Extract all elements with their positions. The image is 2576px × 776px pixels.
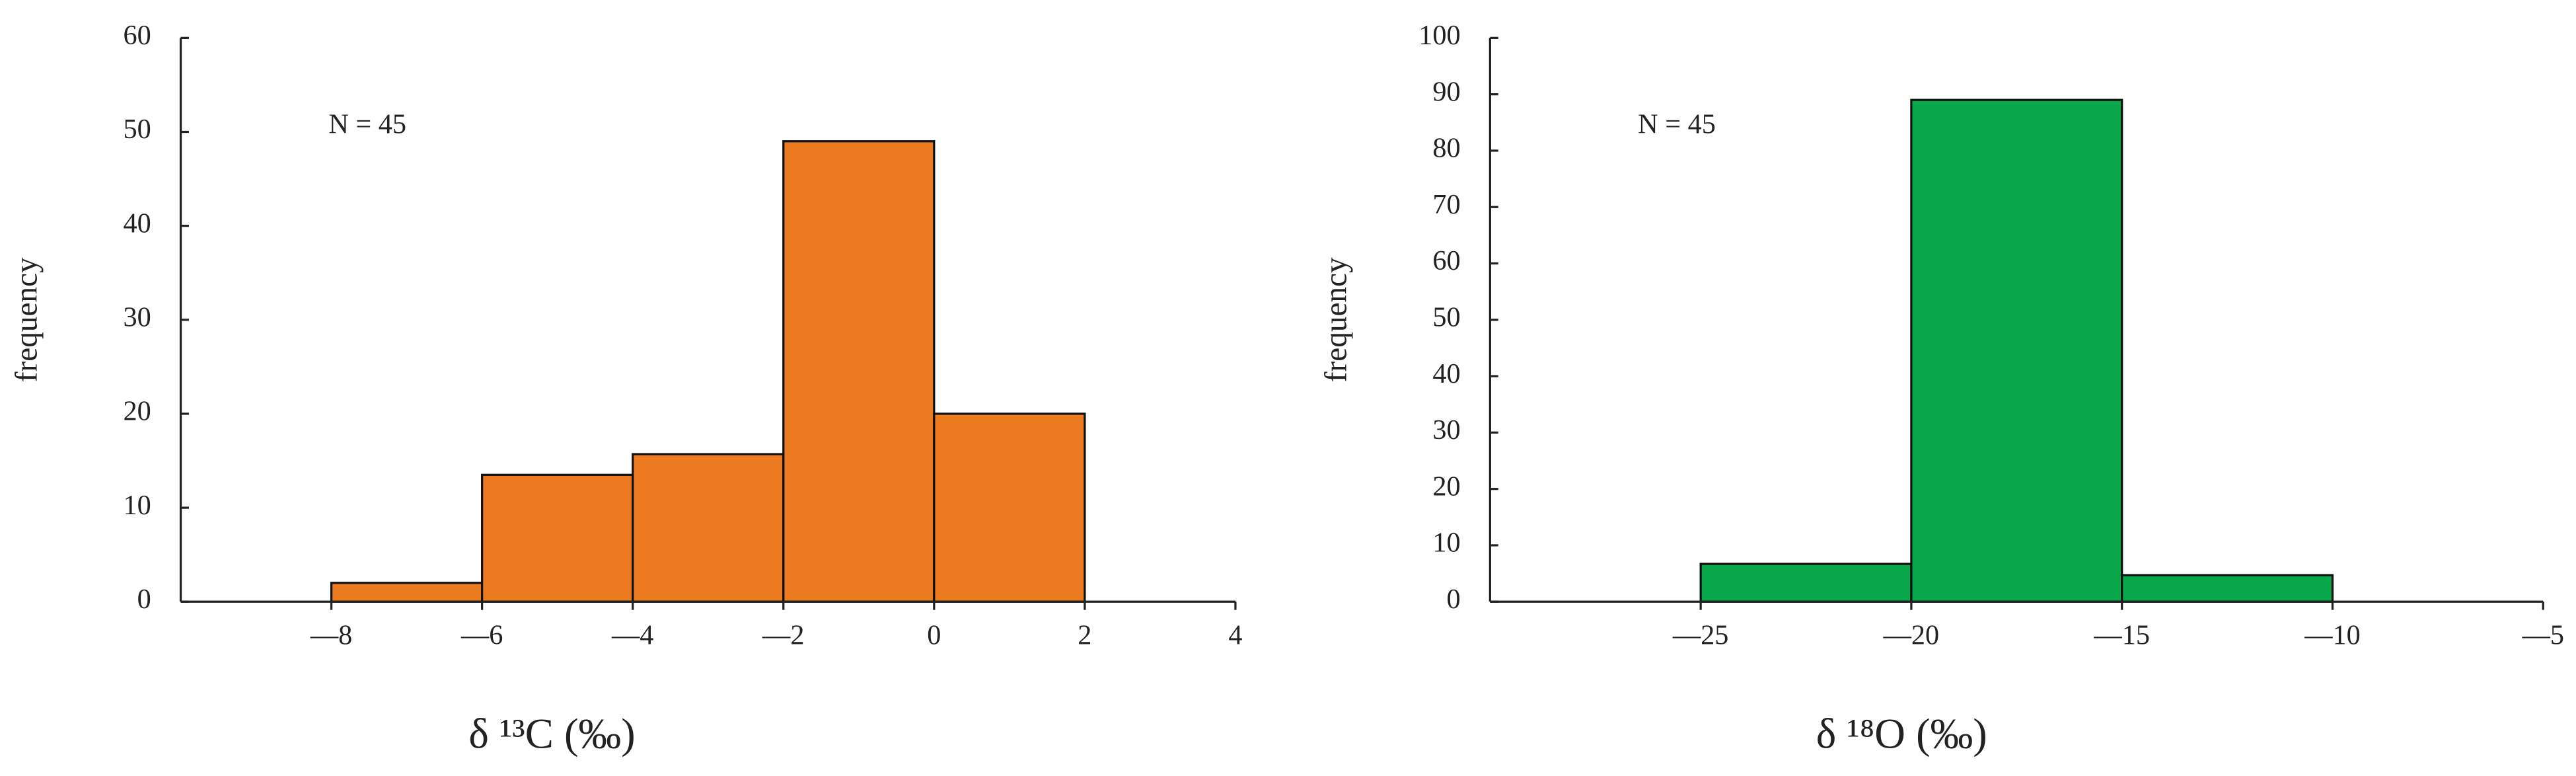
- histogram-bar: [1699, 563, 1913, 603]
- y-tick-label: 70: [1432, 189, 1460, 220]
- y-tick-label: 40: [1432, 358, 1460, 389]
- x-tick-label: —10: [2304, 620, 2361, 651]
- y-tick-label: 50: [124, 114, 151, 145]
- x-tick-label: —25: [1672, 620, 1729, 651]
- x-tick-label: —4: [611, 620, 653, 651]
- y-tick-label: 0: [137, 584, 151, 615]
- y-axis-label: frequency: [10, 257, 44, 382]
- y-tick-label: 60: [124, 20, 151, 51]
- histogram-bar: [481, 473, 634, 603]
- y-tick-label: 80: [1432, 133, 1460, 164]
- y-tick-label: 30: [124, 302, 151, 333]
- y-tick-label: 10: [1432, 527, 1460, 559]
- x-tick-label: —15: [2093, 620, 2150, 651]
- y-tick-label: 100: [1418, 20, 1460, 51]
- y-tick-label: 0: [1446, 584, 1460, 615]
- y-tick-label: 30: [1432, 414, 1460, 446]
- histogram-bar: [1910, 98, 2123, 603]
- y-tick-label: 10: [124, 490, 151, 521]
- histogram-bar: [330, 582, 484, 603]
- x-axis-label: δ ¹⁸O (‰): [1816, 709, 1987, 757]
- x-tick-label: —6: [460, 620, 503, 651]
- y-tick-label: 20: [124, 396, 151, 427]
- x-tick-label: 2: [1078, 620, 1091, 651]
- y-tick-label: 40: [124, 208, 151, 239]
- x-tick-label: —8: [310, 620, 352, 651]
- annotation: N = 45: [328, 108, 406, 139]
- x-tick-label: 4: [1228, 620, 1242, 651]
- x-tick-label: —5: [2522, 620, 2564, 651]
- histogram-bar: [2121, 574, 2334, 603]
- histogram-bar: [782, 140, 936, 603]
- y-axis-label: frequency: [1319, 257, 1353, 382]
- x-tick-label: 0: [927, 620, 941, 651]
- y-tick-label: 60: [1432, 245, 1460, 276]
- y-tick-label: 20: [1432, 471, 1460, 502]
- y-tick-label: 90: [1432, 76, 1460, 107]
- x-axis-label: δ ¹³C (‰): [468, 709, 635, 757]
- x-tick-label: —2: [762, 620, 804, 651]
- x-tick-label: —20: [1883, 620, 1940, 651]
- y-tick-label: 50: [1432, 302, 1460, 333]
- histogram-bar: [632, 453, 785, 603]
- annotation: N = 45: [1638, 108, 1716, 139]
- histogram-bar: [933, 412, 1086, 603]
